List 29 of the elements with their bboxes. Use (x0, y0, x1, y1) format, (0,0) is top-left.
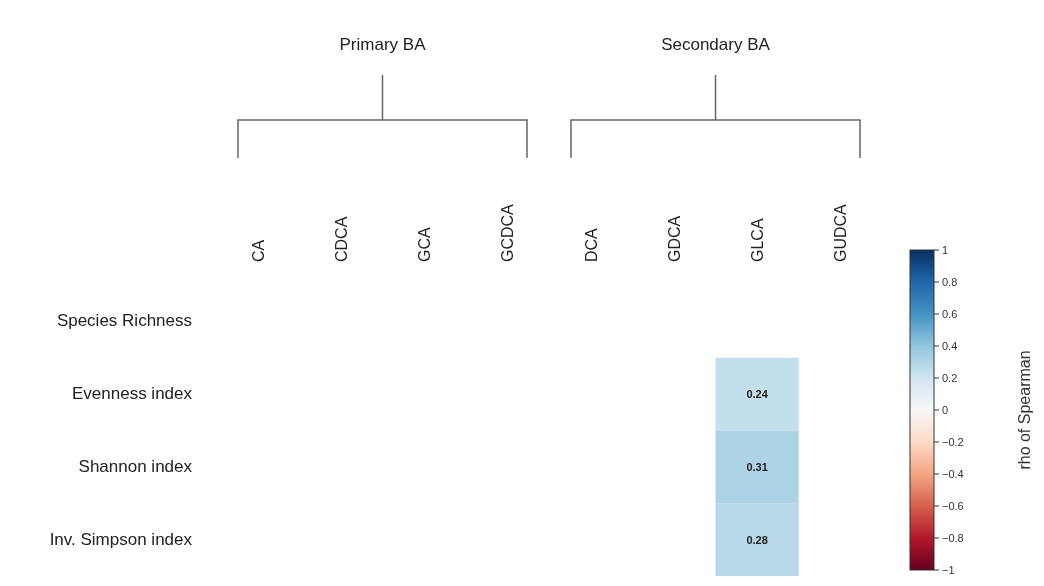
color-bar-label: 0 (942, 404, 949, 416)
x-tick-label: GCA (416, 227, 434, 262)
color-bar-label: −1 (942, 564, 955, 576)
x-tick-label: GUDCA (832, 203, 850, 262)
color-bar-label: 0.2 (942, 372, 958, 384)
y-tick-label: Species Richness (56, 311, 192, 331)
data-label: 0.31 (746, 460, 768, 473)
x-tick-label: GLCA (749, 218, 767, 262)
color-bar-label: −0.8 (942, 532, 964, 544)
x-tick-label: GDCA (665, 215, 683, 262)
color-bar-label: 0.8 (942, 276, 958, 288)
color-bar-label: −0.6 (942, 500, 964, 512)
y-tick-label: Shannon index (78, 456, 193, 476)
x-tick-label: GCDCA (499, 203, 517, 262)
x-tick-label: CDCA (332, 216, 350, 262)
color-bar-label: −0.4 (942, 468, 964, 480)
y-tick-label: Inv. Simpson index (49, 529, 193, 549)
color-bar-title: rho of Spearman (1016, 350, 1033, 470)
color-bar-label: 0.6 (942, 308, 958, 320)
color-bar-label: 0.4 (942, 340, 958, 352)
text: Primary BA (339, 35, 427, 54)
data-label: 0.28 (746, 533, 768, 546)
color-bar-label: 1 (942, 244, 949, 256)
x-tick-label: DCA (582, 227, 600, 262)
y-tick-label: Evenness index (71, 384, 193, 404)
x-tick-label: CA (249, 239, 267, 262)
color-bar-label: −0.2 (942, 436, 964, 448)
text: Secondary BA (661, 35, 771, 54)
data-label: 0.24 (746, 388, 769, 401)
